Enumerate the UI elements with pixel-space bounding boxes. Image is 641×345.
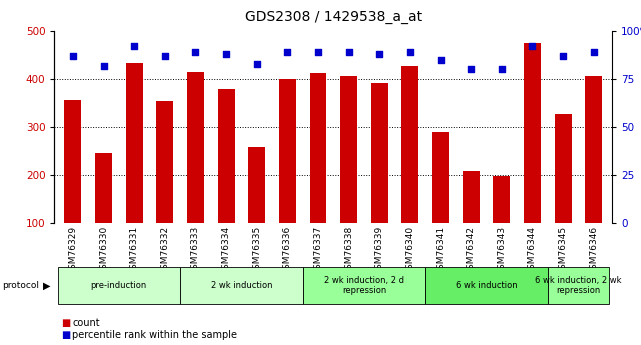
Point: [221, 51, 231, 57]
Bar: [340, 76, 357, 223]
Bar: [218, 89, 235, 223]
Text: GSM76331: GSM76331: [129, 226, 138, 275]
Text: GSM76329: GSM76329: [69, 226, 78, 275]
Point: [405, 49, 415, 55]
Point: [558, 53, 569, 59]
Text: 6 wk induction: 6 wk induction: [456, 281, 517, 290]
Text: GDS2308 / 1429538_a_at: GDS2308 / 1429538_a_at: [245, 10, 422, 24]
Bar: [310, 73, 326, 223]
Point: [190, 49, 201, 55]
Point: [251, 61, 262, 66]
Bar: [463, 171, 479, 223]
Bar: [187, 72, 204, 223]
Point: [313, 49, 323, 55]
Text: 2 wk induction, 2 d
repression: 2 wk induction, 2 d repression: [324, 276, 404, 295]
Bar: [401, 66, 419, 223]
Text: GSM76340: GSM76340: [405, 226, 415, 275]
Point: [497, 67, 507, 72]
Point: [282, 49, 292, 55]
Text: GSM76333: GSM76333: [191, 226, 200, 275]
Point: [129, 43, 139, 49]
Point: [344, 49, 354, 55]
Point: [374, 51, 385, 57]
Text: protocol: protocol: [2, 281, 39, 290]
Text: pre-induction: pre-induction: [91, 281, 147, 290]
Point: [588, 49, 599, 55]
Text: GSM76332: GSM76332: [160, 226, 169, 275]
Text: ■: ■: [61, 318, 70, 327]
Bar: [65, 99, 81, 223]
Text: 6 wk induction, 2 wk
repression: 6 wk induction, 2 wk repression: [535, 276, 622, 295]
Text: GSM76343: GSM76343: [497, 226, 506, 275]
Text: GSM76335: GSM76335: [252, 226, 262, 275]
Bar: [494, 176, 510, 223]
Text: GSM76344: GSM76344: [528, 226, 537, 275]
Bar: [95, 153, 112, 223]
Text: GSM76342: GSM76342: [467, 226, 476, 275]
Point: [466, 67, 476, 72]
Point: [68, 53, 78, 59]
Bar: [425, 267, 548, 304]
Bar: [585, 76, 602, 223]
Text: ■: ■: [61, 331, 70, 340]
Bar: [180, 267, 303, 304]
Text: GSM76334: GSM76334: [222, 226, 231, 275]
Point: [528, 43, 538, 49]
Text: percentile rank within the sample: percentile rank within the sample: [72, 331, 237, 340]
Text: GSM76330: GSM76330: [99, 226, 108, 275]
Text: 2 wk induction: 2 wk induction: [211, 281, 272, 290]
Text: GSM76338: GSM76338: [344, 226, 353, 275]
Bar: [156, 101, 173, 223]
Bar: [371, 83, 388, 223]
Bar: [58, 267, 180, 304]
Text: count: count: [72, 318, 100, 327]
Bar: [524, 43, 541, 223]
Bar: [303, 267, 425, 304]
Text: GSM76346: GSM76346: [589, 226, 598, 275]
Bar: [554, 114, 572, 223]
Point: [435, 57, 445, 62]
Text: GSM76345: GSM76345: [558, 226, 568, 275]
Bar: [126, 63, 142, 223]
Text: ▶: ▶: [43, 280, 51, 290]
Text: GSM76341: GSM76341: [436, 226, 445, 275]
Text: GSM76336: GSM76336: [283, 226, 292, 275]
Bar: [548, 267, 609, 304]
Bar: [248, 147, 265, 223]
Text: GSM76339: GSM76339: [375, 226, 384, 275]
Bar: [279, 79, 296, 223]
Text: GSM76337: GSM76337: [313, 226, 322, 275]
Bar: [432, 131, 449, 223]
Point: [98, 63, 108, 68]
Point: [160, 53, 170, 59]
